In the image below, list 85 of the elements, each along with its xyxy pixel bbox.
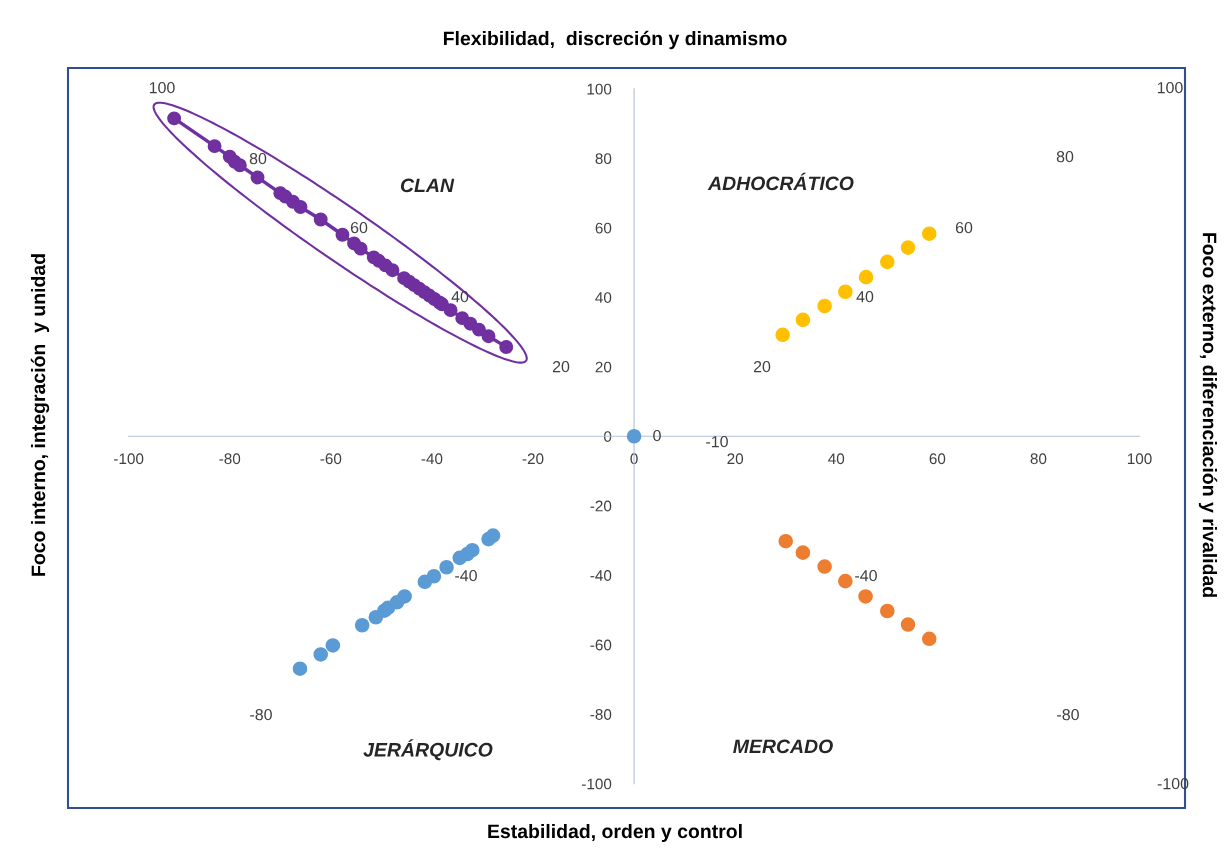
point (900, 617, 916, 632)
x-tick-label: 20 (727, 453, 744, 465)
x-tick-label: -100 (114, 453, 144, 465)
x-tick-label: 100 (1127, 453, 1152, 465)
point (439, 559, 454, 575)
y-tick-label: 60 (595, 222, 612, 234)
point (838, 284, 853, 300)
annotation: CLAN (400, 178, 455, 193)
y-tick-label: -40 (590, 570, 612, 581)
point (354, 617, 370, 633)
point (838, 573, 853, 589)
point (921, 226, 937, 242)
annotation: -80 (250, 708, 272, 721)
y-tick-label: -20 (590, 500, 612, 512)
annotation: MERCADO (733, 739, 833, 754)
point (313, 647, 328, 662)
chart-title: Flexibilidad, discreción y dinamismo (443, 30, 787, 50)
x-tick-label: 80 (1030, 453, 1047, 465)
point (167, 111, 182, 126)
point (900, 240, 916, 255)
point (778, 533, 793, 549)
point (397, 589, 412, 604)
point (499, 340, 514, 354)
point (443, 303, 458, 318)
point (293, 200, 308, 214)
x-tick-label: -40 (421, 453, 443, 465)
point (880, 254, 895, 270)
point (485, 528, 501, 543)
point (817, 559, 832, 574)
point (465, 542, 480, 558)
y-axis-title: Foco interno, integración y unidad (30, 254, 50, 576)
annotation: 40 (451, 290, 469, 303)
x-tick-label: 40 (828, 453, 845, 465)
y-tick-label: 80 (595, 153, 612, 165)
y2-axis-title: Foco externo, diferenciación y rivalidad (1198, 233, 1218, 597)
point (795, 545, 811, 560)
point (232, 158, 247, 173)
y-tick-label: 100 (587, 83, 612, 95)
x-tick-label: -20 (522, 453, 544, 465)
x-tick-label: 60 (929, 453, 946, 465)
point (335, 227, 350, 242)
y-tick-label: 0 (603, 431, 612, 442)
annotation: -10 (706, 435, 728, 448)
annotation: 80 (249, 152, 267, 165)
point (880, 603, 895, 619)
point (207, 139, 222, 154)
annotation: ADHOCRÁTICO (707, 172, 854, 191)
point (325, 638, 341, 653)
point (250, 170, 265, 185)
annotation: -40 (855, 569, 877, 582)
point (313, 212, 328, 227)
annotation: 40 (856, 290, 874, 303)
annotation: 20 (552, 360, 570, 373)
point (353, 241, 368, 256)
point (626, 428, 642, 444)
annotation: -80 (1057, 708, 1079, 721)
point (292, 661, 308, 676)
annotation: 0 (653, 429, 661, 442)
point (921, 631, 937, 647)
annotation: JERÁRQUICO (363, 739, 493, 761)
x-axis-title: Estabilidad, orden y control (488, 823, 742, 843)
point (481, 329, 496, 344)
point (858, 269, 874, 285)
point (775, 327, 790, 343)
y-tick-label: -60 (590, 639, 612, 651)
x-tick-label: -60 (320, 453, 342, 465)
x-tick-label: -80 (219, 453, 241, 465)
annotation: 60 (350, 221, 368, 234)
point (426, 568, 442, 584)
annotation: 20 (753, 360, 771, 373)
y-tick-label: -80 (590, 709, 612, 720)
y-tick-label: 40 (595, 292, 612, 303)
x-tick-label: 0 (630, 453, 638, 465)
annotation: 100 (1157, 81, 1183, 94)
point (817, 298, 832, 314)
point (471, 322, 486, 337)
annotation: 80 (1056, 150, 1074, 163)
y-tick-label: -100 (581, 778, 612, 790)
point (795, 312, 811, 328)
annotation: 100 (149, 81, 175, 94)
annotation: 60 (955, 221, 973, 234)
point (858, 589, 873, 604)
point (385, 263, 400, 278)
annotation: -40 (455, 569, 477, 582)
y-tick-label: 20 (595, 361, 612, 373)
